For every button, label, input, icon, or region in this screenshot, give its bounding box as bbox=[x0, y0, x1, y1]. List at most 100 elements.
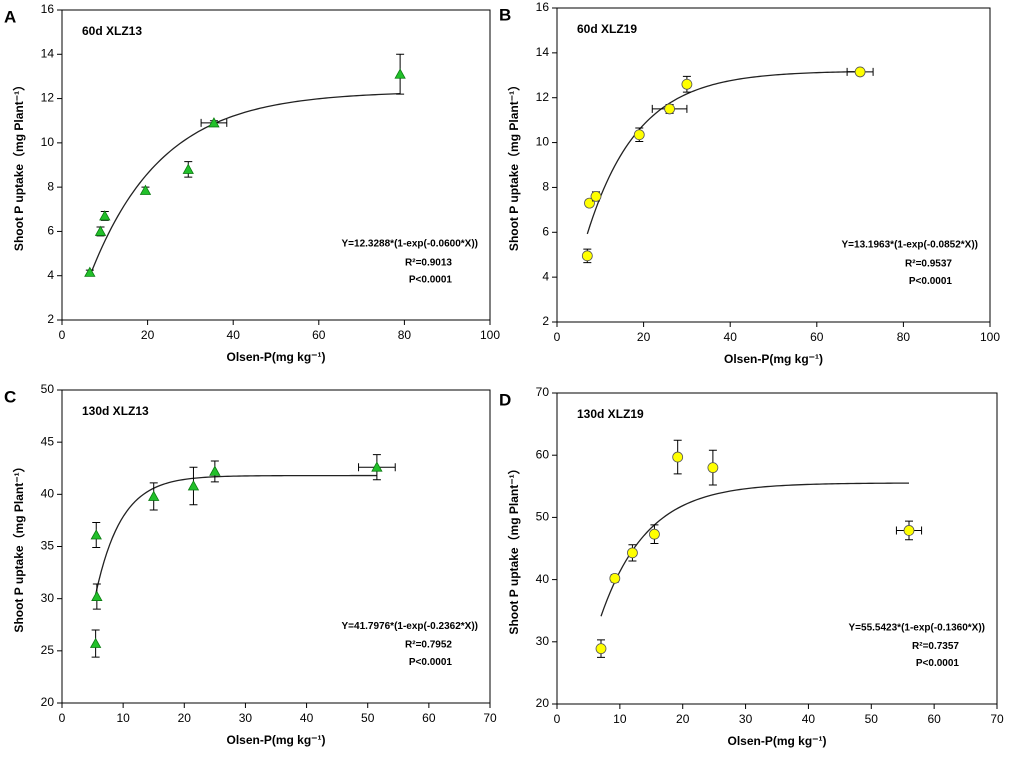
y-tick-label: 14 bbox=[536, 45, 550, 59]
point bbox=[595, 643, 607, 655]
panel-title: 60d XLZ13 bbox=[82, 24, 142, 38]
x-tick-label: 100 bbox=[480, 328, 500, 342]
point bbox=[609, 572, 621, 584]
plot-frame bbox=[61, 9, 491, 321]
fit-curve bbox=[94, 474, 377, 595]
point bbox=[99, 210, 111, 221]
point bbox=[394, 68, 406, 79]
point bbox=[91, 590, 103, 601]
plot-frame bbox=[556, 7, 991, 323]
fit-r2: R²=0.7952 bbox=[405, 640, 452, 651]
point bbox=[681, 78, 693, 90]
fit-r2: R²=0.9013 bbox=[405, 257, 452, 268]
y-tick-label: 20 bbox=[536, 696, 550, 710]
x-tick-label: 20 bbox=[178, 711, 192, 725]
x-tick-label: 70 bbox=[990, 712, 1004, 726]
x-tick-label: 40 bbox=[227, 328, 241, 342]
panel-label: B bbox=[499, 5, 511, 24]
point bbox=[94, 225, 107, 236]
point bbox=[84, 266, 96, 277]
y-tick-label: 30 bbox=[536, 634, 550, 648]
y-tick-label: 40 bbox=[536, 572, 550, 586]
x-axis-label: Olsen-P(mg kg⁻¹) bbox=[727, 734, 826, 748]
fit-curve bbox=[89, 93, 401, 277]
x-tick-label: 60 bbox=[422, 711, 436, 725]
point bbox=[139, 184, 152, 195]
plot-frame bbox=[556, 392, 998, 705]
panel-label: C bbox=[4, 387, 16, 406]
point bbox=[707, 462, 719, 474]
point bbox=[903, 525, 915, 536]
point bbox=[371, 461, 383, 472]
x-axis-label: Olsen-P(mg kg⁻¹) bbox=[226, 733, 325, 747]
y-tick-label: 45 bbox=[41, 434, 55, 448]
x-tick-label: 80 bbox=[398, 328, 412, 342]
point bbox=[89, 637, 102, 648]
y-tick-label: 8 bbox=[47, 179, 54, 193]
y-tick-label: 10 bbox=[536, 135, 550, 149]
y-tick-label: 60 bbox=[536, 447, 550, 461]
fit-p: P<0.0001 bbox=[409, 657, 453, 668]
y-tick-label: 10 bbox=[41, 135, 55, 149]
x-tick-label: 100 bbox=[980, 330, 1000, 344]
point bbox=[209, 465, 221, 476]
x-tick-label: 40 bbox=[724, 330, 738, 344]
x-tick-label: 0 bbox=[554, 330, 561, 344]
point bbox=[182, 163, 194, 174]
y-tick-label: 50 bbox=[536, 510, 550, 524]
fit-equation: Y=41.7976*(1-exp(-0.2362*X)) bbox=[342, 621, 478, 632]
x-tick-label: 40 bbox=[300, 711, 314, 725]
x-tick-label: 20 bbox=[676, 712, 690, 726]
fit-p: P<0.0001 bbox=[909, 276, 953, 287]
y-tick-label: 2 bbox=[542, 314, 549, 328]
y-tick-label: 35 bbox=[41, 539, 55, 553]
panel-label: A bbox=[4, 7, 16, 26]
y-tick-label: 12 bbox=[536, 90, 550, 104]
fit-curve bbox=[600, 482, 910, 617]
panel-title: 60d XLZ19 bbox=[577, 22, 637, 36]
y-tick-label: 8 bbox=[542, 180, 549, 194]
x-tick-label: 60 bbox=[810, 330, 824, 344]
x-tick-label: 60 bbox=[312, 328, 326, 342]
y-tick-label: 12 bbox=[41, 91, 55, 105]
x-axis-label: Olsen-P(mg kg⁻¹) bbox=[724, 352, 823, 366]
fit-equation: Y=13.1963*(1-exp(-0.0852*X)) bbox=[842, 240, 978, 251]
point bbox=[664, 103, 675, 115]
panel-title: 130d XLZ13 bbox=[82, 404, 149, 418]
point bbox=[633, 129, 645, 141]
x-tick-label: 70 bbox=[483, 711, 497, 725]
panel-label: D bbox=[499, 390, 511, 409]
x-tick-label: 30 bbox=[239, 711, 253, 725]
fit-equation: Y=55.5423*(1-exp(-0.1360*X)) bbox=[849, 622, 985, 633]
y-tick-label: 14 bbox=[41, 46, 55, 60]
y-tick-label: 25 bbox=[41, 643, 55, 657]
x-tick-label: 40 bbox=[802, 712, 816, 726]
y-axis-label: Shoot P uptake（mg Plant⁻¹） bbox=[11, 79, 26, 251]
y-tick-label: 50 bbox=[41, 382, 55, 396]
point bbox=[649, 528, 660, 540]
y-axis-label: Shoot P uptake（mg Plant⁻¹） bbox=[11, 460, 26, 632]
x-tick-label: 60 bbox=[927, 712, 941, 726]
y-tick-label: 6 bbox=[47, 224, 54, 238]
y-tick-label: 4 bbox=[47, 268, 54, 282]
y-tick-label: 16 bbox=[536, 0, 550, 14]
y-tick-label: 6 bbox=[542, 224, 549, 238]
point bbox=[627, 547, 638, 559]
fit-r2: R²=0.7357 bbox=[912, 641, 959, 652]
point bbox=[581, 250, 593, 262]
x-tick-label: 50 bbox=[865, 712, 879, 726]
x-tick-label: 0 bbox=[59, 711, 66, 725]
fit-r2: R²=0.9537 bbox=[905, 259, 952, 270]
x-axis-label: Olsen-P(mg kg⁻¹) bbox=[226, 350, 325, 364]
y-tick-label: 40 bbox=[41, 487, 55, 501]
x-tick-label: 10 bbox=[116, 711, 130, 725]
x-tick-label: 0 bbox=[59, 328, 66, 342]
x-tick-label: 30 bbox=[739, 712, 753, 726]
y-axis-label: Shoot P uptake（mg Plant⁻¹） bbox=[506, 79, 521, 251]
fit-curve bbox=[586, 70, 861, 235]
point bbox=[672, 451, 684, 463]
point bbox=[854, 66, 866, 78]
y-tick-label: 16 bbox=[41, 2, 55, 16]
x-tick-label: 80 bbox=[897, 330, 911, 344]
y-tick-label: 70 bbox=[536, 385, 550, 399]
